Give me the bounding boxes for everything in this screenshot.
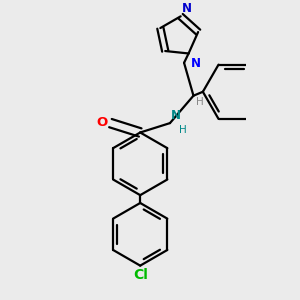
Text: N: N bbox=[171, 109, 181, 122]
Text: Cl: Cl bbox=[133, 268, 148, 282]
Text: N: N bbox=[191, 57, 201, 70]
Text: N: N bbox=[182, 2, 192, 15]
Text: H: H bbox=[196, 97, 204, 107]
Text: H: H bbox=[178, 125, 186, 136]
Text: O: O bbox=[97, 116, 108, 129]
